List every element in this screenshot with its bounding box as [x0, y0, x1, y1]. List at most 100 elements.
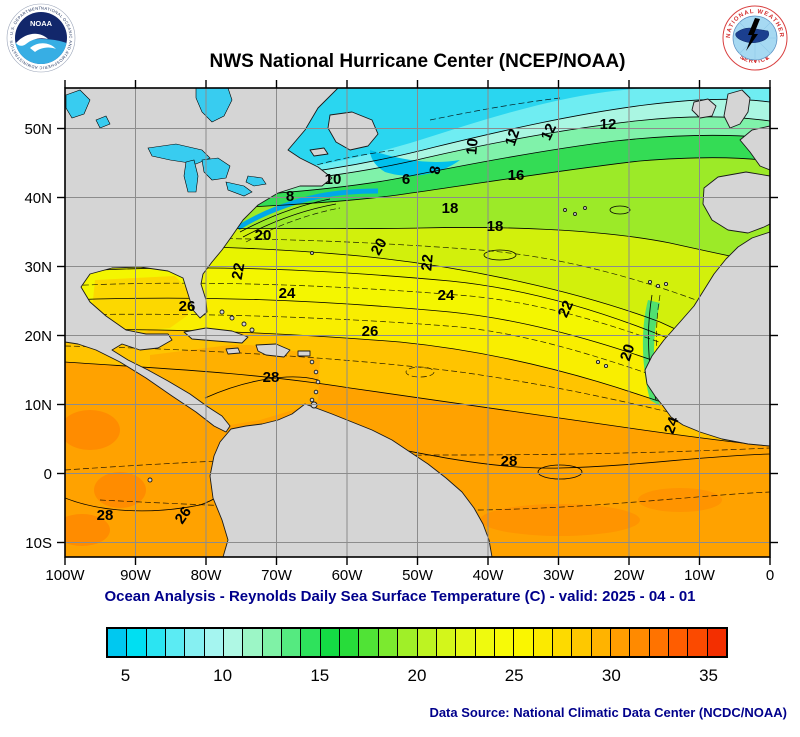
north-america	[65, 88, 339, 433]
colorbar-cell	[224, 629, 244, 656]
noaa-label: NOAA	[30, 19, 53, 28]
contour-label: 12	[538, 121, 560, 143]
lat-label: 50N	[24, 120, 52, 138]
colorbar-cell	[185, 629, 205, 656]
colorbar-cell	[514, 629, 534, 656]
nws-logo-icon: NATIONAL WEATHER SERVICE	[722, 5, 788, 71]
lakes	[65, 88, 267, 197]
colorbar-cell	[668, 629, 689, 656]
lake-michigan	[183, 159, 199, 193]
contour-label: 28	[501, 453, 518, 470]
africa	[644, 231, 770, 447]
contour-label: 24	[438, 287, 455, 304]
lat-label: 10N	[24, 396, 52, 414]
south-america	[209, 403, 493, 557]
contour-label: 20	[255, 227, 272, 244]
lake-huron	[201, 157, 231, 181]
lon-label: 50W	[402, 567, 433, 584]
france	[739, 125, 770, 171]
colorbar-cell	[398, 629, 418, 656]
graticule	[65, 88, 770, 557]
colorbar	[106, 627, 728, 658]
colorbar-tick: 20	[407, 666, 427, 685]
contour-label: 10	[463, 138, 481, 156]
newfoundland	[327, 111, 379, 151]
map-subtitle: Ocean Analysis - Reynolds Daily Sea Surf…	[104, 588, 696, 605]
lat-label: 0	[43, 465, 52, 483]
lon-label: 100W	[45, 567, 85, 584]
contour-label: 20	[617, 342, 638, 363]
nws-star	[765, 57, 769, 61]
colorbar-cell	[494, 629, 515, 656]
colorbar-cell	[552, 629, 573, 656]
colorbar-cell	[340, 629, 360, 656]
lon-label: 90W	[120, 567, 151, 584]
noaa-bird-icon	[16, 33, 48, 46]
colorbar-tick: 15	[310, 666, 330, 685]
contour-label: 26	[362, 323, 379, 340]
colorbar-tick: 25	[504, 666, 524, 685]
nws-star	[753, 59, 757, 63]
colorbar-cell	[456, 629, 476, 656]
colorbar-cell	[688, 629, 708, 656]
lon-label: 40W	[472, 567, 504, 584]
lon-label: 30W	[543, 567, 574, 584]
colorbar-tick: 10	[213, 666, 233, 685]
puerto-rico	[297, 350, 311, 357]
lon-label: 80W	[190, 567, 222, 584]
lat-label: 20N	[24, 327, 52, 345]
nws-logo: NATIONAL WEATHER SERVICE	[722, 5, 788, 71]
hudson-bay	[195, 88, 233, 123]
page-title: NWS National Hurricane Center (NCEP/NOAA…	[209, 51, 626, 72]
colorbar-tick: 35	[699, 666, 719, 685]
lon-label: 0	[765, 567, 775, 584]
colorbar-tick: 5	[120, 666, 131, 685]
axis-ticks	[57, 80, 778, 565]
contour-label: 24	[661, 414, 683, 436]
ireland	[691, 98, 717, 119]
colorbar-cell	[204, 629, 225, 656]
iberia	[702, 171, 770, 234]
contour-label: 22	[229, 262, 249, 281]
colorbar-cell	[359, 629, 379, 656]
colorbar-cell	[630, 629, 650, 656]
contour-label: 18	[487, 218, 504, 235]
colorbar-cell	[533, 629, 553, 656]
lake-erie	[225, 181, 253, 197]
data-source-note: Data Source: National Climatic Data Cent…	[429, 705, 787, 720]
contour-label: 24	[279, 285, 296, 302]
colorbar-cell	[649, 629, 669, 656]
noaa-logo-icon: NATIONAL OCEANIC AND ATMOSPHERIC ADMINIS…	[4, 0, 76, 73]
land-masses	[65, 88, 770, 557]
lat-label: 10S	[25, 534, 52, 552]
contour-label: 6	[402, 171, 410, 188]
colorbar-cell	[127, 629, 147, 656]
colorbar-cell	[301, 629, 321, 656]
contour-label: 26	[172, 504, 195, 527]
colorbar-cell	[707, 629, 726, 656]
nws-lightning-icon	[746, 18, 760, 51]
contour-label: 8	[426, 165, 444, 176]
nws-star	[741, 57, 745, 61]
colorbar-cell	[475, 629, 495, 656]
lake-ontario	[245, 175, 267, 187]
lat-label: 30N	[24, 258, 52, 276]
colorbar-cell	[610, 629, 631, 656]
noaa-bird-wing	[30, 43, 56, 52]
colorbar-cell	[320, 629, 341, 656]
colorbar-cell	[243, 629, 263, 656]
colorbar-cell	[436, 629, 457, 656]
lon-label: 10W	[684, 567, 715, 584]
contour-label: 28	[263, 369, 280, 386]
colorbar-cell	[108, 629, 128, 656]
great-britain	[723, 89, 751, 129]
contour-label: 18	[442, 200, 459, 217]
contour-label: 28	[97, 507, 114, 524]
contour-label: 12	[600, 116, 617, 133]
contour-label: 10	[325, 171, 342, 188]
contour-label: 8	[286, 188, 294, 205]
lon-label: 20W	[613, 567, 645, 584]
contour-label: 22	[418, 254, 436, 272]
